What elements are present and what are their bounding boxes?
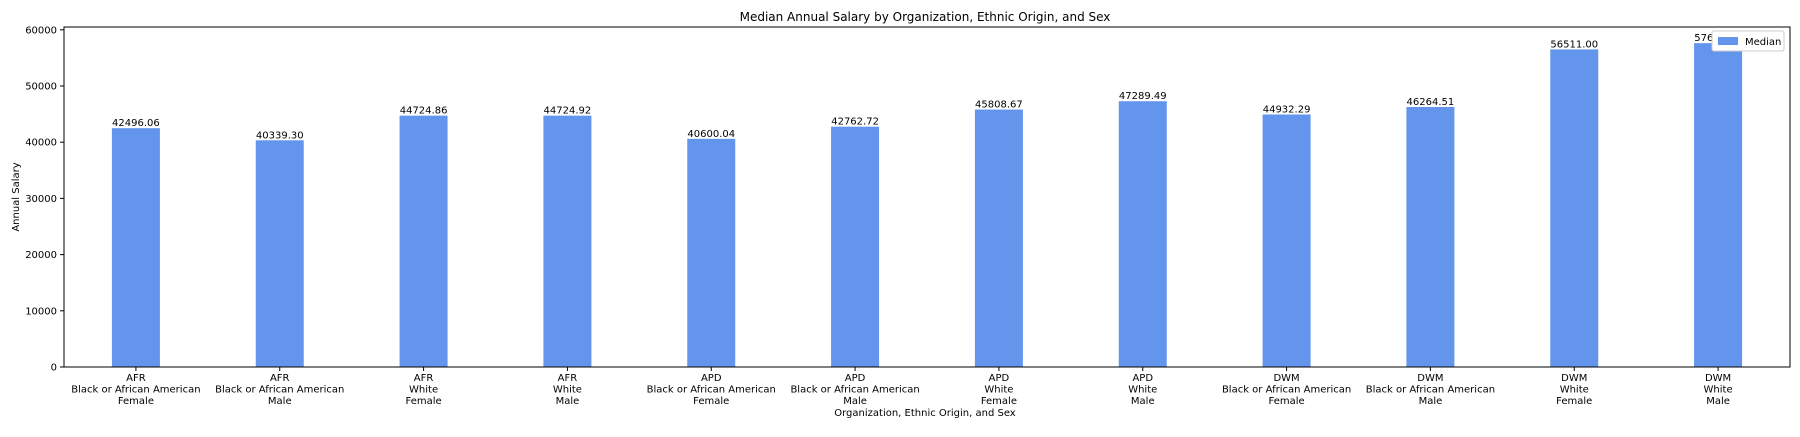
bar bbox=[974, 109, 1023, 368]
bars bbox=[111, 43, 1743, 368]
x-axis-label: Organization, Ethnic Origin, and Sex bbox=[834, 408, 1016, 419]
chart-title: Median Annual Salary by Organization, Et… bbox=[740, 10, 1111, 24]
legend-label: Median bbox=[1745, 37, 1781, 48]
plot-background bbox=[64, 27, 1790, 367]
x-tick-label: Black or African American bbox=[790, 385, 919, 396]
x-tick-label: DWM bbox=[1705, 373, 1731, 384]
bar-value-label: 40600.04 bbox=[687, 129, 735, 140]
bar bbox=[1262, 114, 1311, 368]
bar bbox=[543, 115, 592, 367]
bar-value-label: 42496.06 bbox=[112, 118, 160, 129]
x-tick-label: Female bbox=[118, 396, 154, 407]
bar bbox=[1118, 101, 1167, 368]
x-tick-label: White bbox=[984, 385, 1013, 396]
x-tick-label: Male bbox=[1706, 396, 1730, 407]
x-tick-label: Male bbox=[1131, 396, 1155, 407]
x-tick-label: Male bbox=[556, 396, 580, 407]
y-axis: 0 10000 20000 30000 40000 50000 60000 bbox=[25, 25, 64, 374]
x-tick-label: APD bbox=[1132, 373, 1153, 384]
plot-area bbox=[64, 27, 1790, 367]
bar-value-label: 44724.86 bbox=[400, 106, 448, 117]
bar bbox=[1550, 49, 1599, 368]
bar bbox=[831, 126, 880, 368]
bar-value-label: 44932.29 bbox=[1263, 104, 1311, 115]
x-tick-label: White bbox=[409, 385, 438, 396]
x-tick-label: Female bbox=[1268, 396, 1304, 407]
x-tick-label: White bbox=[553, 385, 582, 396]
x-tick-label: Black or African American bbox=[647, 385, 776, 396]
bar bbox=[255, 140, 304, 367]
plot-frame bbox=[63, 26, 1791, 368]
bar bbox=[1406, 107, 1455, 367]
x-tick-label: AFR bbox=[270, 373, 290, 384]
x-tick-label: Female bbox=[1556, 396, 1592, 407]
x-tick-label: Female bbox=[981, 396, 1017, 407]
x-tick-label: AFR bbox=[558, 373, 578, 384]
x-tick-label: DWM bbox=[1417, 373, 1443, 384]
x-tick-label: Female bbox=[693, 396, 729, 407]
bar bbox=[399, 115, 448, 367]
x-tick-label: Male bbox=[843, 396, 867, 407]
x-tick-label: White bbox=[1560, 385, 1589, 396]
x-tick-label: Male bbox=[268, 396, 292, 407]
y-tick-label: 40000 bbox=[25, 138, 57, 149]
legend-swatch bbox=[1718, 37, 1738, 45]
y-tick-label: 20000 bbox=[25, 250, 57, 261]
y-tick-label: 50000 bbox=[25, 82, 57, 93]
x-tick-label: APD bbox=[701, 373, 722, 384]
y-axis-label: Annual Salary bbox=[11, 162, 22, 231]
x-tick-label: Black or African American bbox=[1222, 385, 1351, 396]
x-tick-label: DWM bbox=[1273, 373, 1299, 384]
bar-value-label: 44724.92 bbox=[544, 106, 592, 117]
x-tick-label: AFR bbox=[414, 373, 434, 384]
y-tick-label: 30000 bbox=[25, 194, 57, 205]
x-tick-label: APD bbox=[989, 373, 1010, 384]
y-tick-label: 0 bbox=[51, 363, 57, 374]
bar bbox=[687, 138, 736, 367]
x-tick-label: AFR bbox=[126, 373, 146, 384]
x-tick-label: Black or African American bbox=[215, 385, 344, 396]
legend: Median bbox=[1711, 30, 1785, 52]
x-tick-label: Female bbox=[405, 396, 441, 407]
x-tick-label: White bbox=[1128, 385, 1157, 396]
x-tick-label: Black or African American bbox=[1366, 385, 1495, 396]
bar bbox=[111, 128, 160, 367]
x-tick-label: Male bbox=[1419, 396, 1443, 407]
axes-frame bbox=[63, 26, 1791, 368]
bar-value-label: 46264.51 bbox=[1407, 97, 1455, 108]
legend-box bbox=[1711, 30, 1785, 52]
bar-value-label: 56511.00 bbox=[1550, 39, 1598, 50]
x-tick-label: DWM bbox=[1561, 373, 1587, 384]
bar bbox=[1694, 43, 1743, 367]
bar-value-label: 42762.72 bbox=[831, 117, 879, 128]
x-tick-label: Black or African American bbox=[71, 385, 200, 396]
bar-value-label: 40339.30 bbox=[256, 130, 304, 141]
x-tick-label: APD bbox=[845, 373, 866, 384]
bar-value-label: 45808.67 bbox=[975, 100, 1023, 111]
y-tick-label: 60000 bbox=[25, 25, 57, 36]
y-tick-label: 10000 bbox=[25, 306, 57, 317]
x-tick-label: White bbox=[1704, 385, 1733, 396]
bar-value-label: 47289.49 bbox=[1119, 91, 1167, 102]
